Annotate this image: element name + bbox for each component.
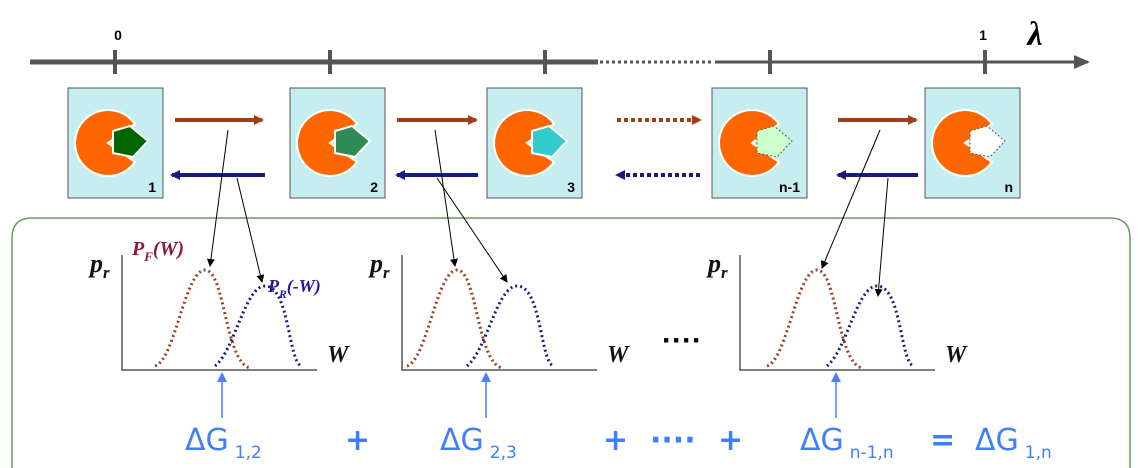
- state: n-1: [712, 88, 807, 198]
- reverse-curve: [215, 286, 302, 366]
- forward-curve: [155, 270, 250, 368]
- distribution-plot: pr W: [706, 249, 968, 370]
- reverse-curve: [467, 286, 554, 366]
- x-label: W: [945, 342, 968, 368]
- y-label: pr: [706, 249, 728, 282]
- state: n: [925, 88, 1020, 198]
- axis-label: λ: [1025, 16, 1042, 53]
- state: 2: [290, 88, 385, 198]
- state-label: n-1: [779, 179, 800, 195]
- operator: =: [930, 423, 955, 458]
- plot-axes: [402, 255, 597, 370]
- operator: +: [718, 423, 743, 458]
- state-label: 3: [567, 179, 575, 195]
- axis-tick-label: 0: [114, 27, 122, 43]
- state: 3: [487, 88, 582, 198]
- state-label: n: [1004, 179, 1013, 195]
- delta-g-arrows: [222, 374, 836, 418]
- state-label: 2: [370, 179, 378, 195]
- states: 1 2 3 n-1 n: [68, 88, 1020, 198]
- forward-label: PF(W): [131, 238, 184, 264]
- operator: +: [603, 423, 628, 458]
- plot-axes: [122, 255, 317, 370]
- state: 1: [68, 88, 163, 198]
- operator: ····: [650, 423, 696, 458]
- lambda-axis: 0 1 λ: [30, 16, 1088, 74]
- plots: pr W PF(W) PR(-W) pr Wpr W: [88, 238, 968, 370]
- forward-curve: [407, 270, 502, 368]
- distribution-plot: pr W PF(W) PR(-W): [88, 238, 350, 370]
- y-label: pr: [88, 249, 110, 282]
- y-label: pr: [368, 249, 390, 282]
- x-label: W: [327, 342, 350, 368]
- state-label: 1: [148, 179, 156, 195]
- x-label: W: [607, 342, 630, 368]
- diagram: 0 1 λ 123n-1n prWPF(W)PR(-W)prWprW ···· …: [0, 0, 1139, 468]
- forward-curve: [767, 270, 862, 368]
- operator: +: [345, 423, 370, 458]
- ellipsis: ····: [662, 324, 702, 357]
- distribution-plot: pr W: [368, 249, 630, 370]
- axis-tick-label: 1: [979, 27, 987, 43]
- reverse-curve: [827, 286, 914, 366]
- reverse-label: PR(-W): [267, 276, 321, 301]
